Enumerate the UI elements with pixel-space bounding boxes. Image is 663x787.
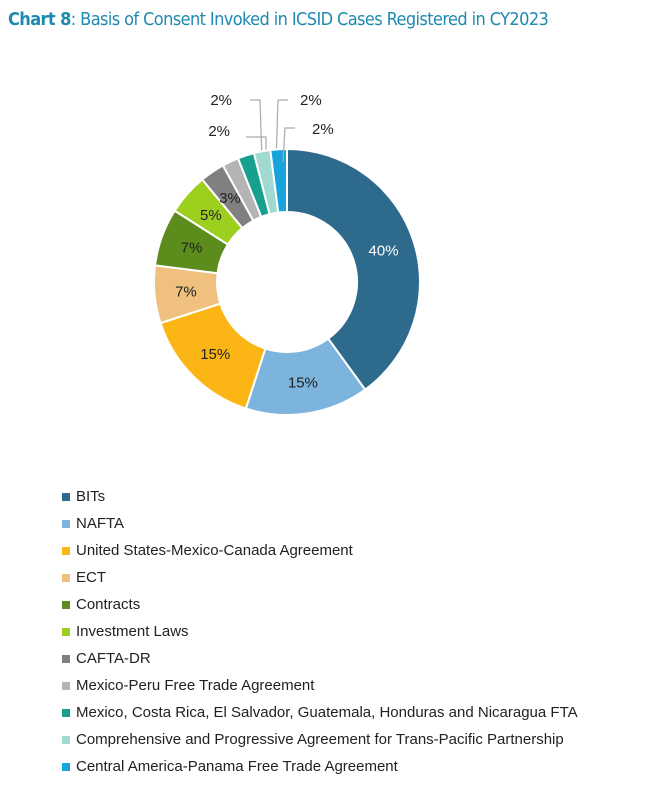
slice-label-9: 2%: [300, 92, 322, 109]
slice-label-8: 2%: [210, 92, 232, 109]
legend-swatch: [62, 492, 70, 501]
legend-label: Contracts: [76, 596, 141, 613]
legend-item: Mexico-Peru Free Trade Agreement: [62, 672, 578, 699]
slice-10: [269, 147, 288, 214]
slice-label-2: 15%: [200, 346, 230, 363]
leader-line-9: [275, 99, 288, 163]
legend-swatch: [62, 681, 70, 690]
slice-label-6: 3%: [219, 190, 241, 207]
legend-label: Mexico-Peru Free Trade Agreement: [76, 677, 315, 694]
legend-swatch: [62, 600, 70, 609]
slice-label-4: 7%: [181, 240, 203, 257]
legend-item: United States-Mexico-Canada Agreement: [62, 537, 578, 564]
legend-item: NAFTA: [62, 510, 578, 537]
legend-label: ECT: [76, 569, 106, 586]
legend-label: Comprehensive and Progressive Agreement …: [76, 731, 564, 748]
legend-swatch: [62, 654, 70, 663]
legend-swatch: [62, 573, 70, 582]
legend-label: Investment Laws: [76, 623, 189, 640]
slice-label-7: 2%: [208, 123, 230, 140]
legend-label: United States-Mexico-Canada Agreement: [76, 542, 353, 559]
legend-item: Contracts: [62, 591, 578, 618]
chart-title-text: : Basis of Consent Invoked in ICSID Case…: [70, 9, 549, 30]
slice-0: [286, 147, 421, 391]
legend-label: BITs: [76, 488, 106, 505]
legend-swatch: [62, 708, 70, 717]
leader-line-10: [282, 127, 295, 163]
legend-item: Mexico, Costa Rica, El Salvador, Guatema…: [62, 699, 578, 726]
legend-swatch: [62, 762, 70, 771]
legend-label: Central America-Panama Free Trade Agreem…: [76, 758, 398, 775]
legend-label: NAFTA: [76, 515, 125, 532]
legend-item: Central America-Panama Free Trade Agreem…: [62, 753, 578, 780]
legend-swatch: [62, 627, 70, 636]
legend-swatch: [62, 546, 70, 555]
legend-label: Mexico, Costa Rica, El Salvador, Guatema…: [76, 704, 578, 721]
slice-label-3: 7%: [175, 284, 197, 301]
legend-item: Comprehensive and Progressive Agreement …: [62, 726, 578, 753]
slice-label-1: 15%: [288, 374, 318, 391]
chart-title: Chart 8: Basis of Consent Invoked in ICS…: [8, 9, 549, 30]
legend-swatch: [62, 519, 70, 528]
legend-swatch: [62, 735, 70, 744]
legend-item: ECT: [62, 564, 578, 591]
legend-item: CAFTA-DR: [62, 645, 578, 672]
legend-label: CAFTA-DR: [76, 650, 151, 667]
slice-label-0: 40%: [369, 243, 399, 260]
legend-item: BITs: [62, 483, 578, 510]
slice-label-10: 2%: [312, 121, 334, 138]
leader-line-8: [250, 99, 263, 163]
slice-label-5: 5%: [200, 207, 222, 224]
legend-item: Investment Laws: [62, 618, 578, 645]
donut-chart: 40% 15% 15% 7% 7% 5%3% 2% 2% 2% 2%: [153, 92, 421, 416]
chart-number: Chart 8: [8, 9, 71, 30]
legend: BITs NAFTA United States-Mexico-Canada Agr…: [62, 483, 578, 780]
